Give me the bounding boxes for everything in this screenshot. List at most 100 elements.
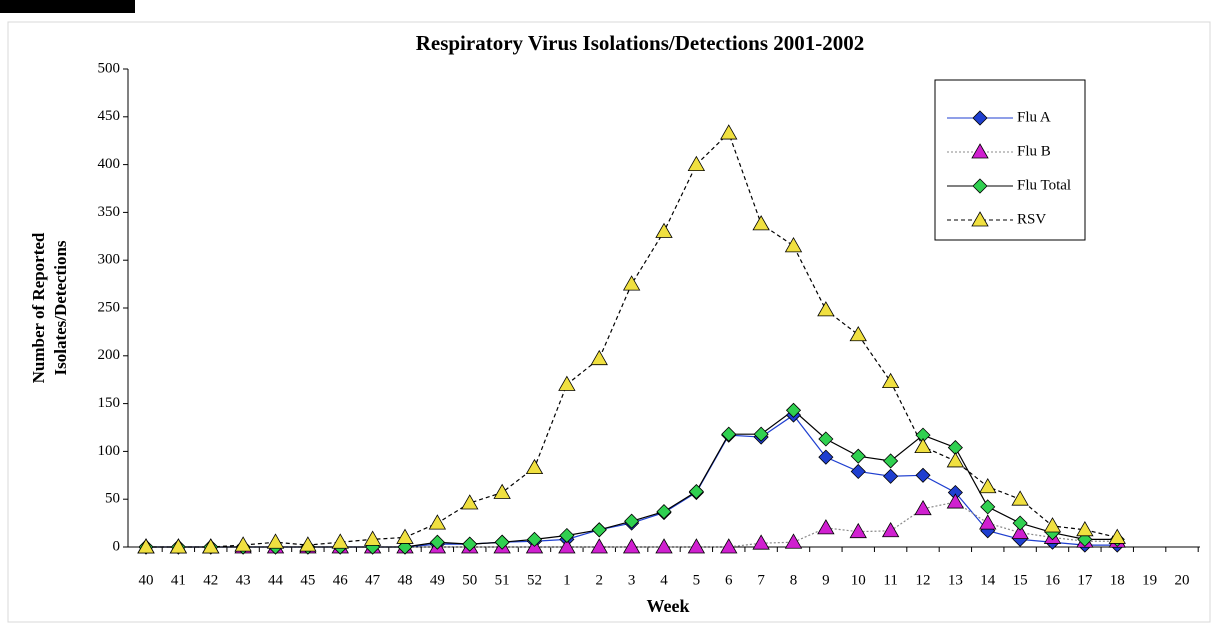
marker <box>817 301 835 317</box>
y-tick-label: 400 <box>98 156 121 172</box>
marker <box>1012 515 1028 531</box>
marker <box>914 437 932 454</box>
marker <box>525 458 544 475</box>
y-tick-label: 300 <box>98 252 121 268</box>
marker <box>915 467 931 483</box>
x-tick-label: 20 <box>1175 572 1190 588</box>
marker <box>624 513 640 529</box>
marker <box>883 453 899 469</box>
marker <box>1011 523 1029 540</box>
marker <box>914 499 932 516</box>
marker <box>234 536 252 552</box>
marker <box>972 178 988 194</box>
x-tick-label: 6 <box>725 572 733 588</box>
x-tick-label: 50 <box>462 572 477 588</box>
marker <box>656 504 672 520</box>
marker <box>849 522 867 539</box>
marker <box>980 499 996 515</box>
x-tick-label: 16 <box>1045 572 1061 588</box>
y-tick-label: 150 <box>98 395 121 411</box>
x-tick-label: 41 <box>171 572 186 588</box>
x-tick-label: 8 <box>790 572 798 588</box>
x-tick-label: 18 <box>1110 572 1125 588</box>
marker <box>881 521 900 538</box>
x-tick-label: 9 <box>822 572 830 588</box>
marker <box>979 514 997 530</box>
marker <box>655 222 673 238</box>
x-tick-label: 2 <box>596 572 604 588</box>
marker <box>202 538 220 554</box>
marker <box>558 538 576 554</box>
marker <box>461 494 479 510</box>
marker <box>850 463 866 480</box>
marker <box>331 533 349 549</box>
marker <box>972 110 988 126</box>
marker <box>266 533 285 549</box>
x-tick-label: 1 <box>563 572 571 588</box>
legend-label: RSV <box>1017 211 1046 227</box>
x-tick-label: 52 <box>527 572 542 588</box>
marker <box>687 538 706 554</box>
y-tick-label: 500 <box>98 60 121 76</box>
marker <box>137 538 155 554</box>
x-tick-label: 14 <box>980 572 996 588</box>
x-tick-label: 10 <box>851 572 866 588</box>
x-tick-label: 43 <box>236 572 251 588</box>
marker <box>785 402 802 418</box>
x-tick-label: 12 <box>916 572 931 588</box>
legend-label: Flu Total <box>1017 177 1071 193</box>
marker <box>752 534 770 550</box>
marker <box>1011 490 1029 506</box>
marker <box>559 527 575 544</box>
marker <box>946 493 965 509</box>
y-tick-label: 50 <box>105 491 120 507</box>
marker <box>622 275 641 291</box>
legend-label: Flu B <box>1017 143 1051 159</box>
marker <box>784 237 803 253</box>
x-tick-label: 4 <box>660 572 668 588</box>
x-tick-label: 47 <box>365 572 381 588</box>
y-tick-label: 100 <box>98 443 121 459</box>
marker <box>493 483 511 499</box>
marker <box>591 522 607 538</box>
marker <box>817 519 835 535</box>
marker <box>299 536 317 552</box>
x-tick-label: 42 <box>203 572 218 588</box>
marker <box>590 349 608 366</box>
marker <box>979 477 997 494</box>
marker <box>1043 517 1062 533</box>
marker <box>720 124 738 140</box>
x-tick-label: 19 <box>1142 572 1157 588</box>
marker <box>784 533 803 549</box>
marker <box>688 483 704 500</box>
marker <box>655 538 673 554</box>
x-tick-label: 48 <box>398 572 413 588</box>
y-tick-label: 0 <box>113 538 121 554</box>
marker <box>883 468 899 484</box>
y-axis-label: Number of Reported <box>29 232 48 383</box>
marker <box>721 426 737 442</box>
marker <box>753 426 769 442</box>
y-tick-label: 250 <box>98 299 121 315</box>
legend-box <box>934 79 1086 241</box>
x-tick-label: 45 <box>300 572 315 588</box>
x-tick-label: 11 <box>883 572 897 588</box>
y-tick-label: 350 <box>98 204 121 220</box>
x-tick-label: 40 <box>139 572 154 588</box>
marker <box>1108 528 1126 544</box>
marker <box>622 538 641 554</box>
marker <box>462 536 478 552</box>
chart-title: Respiratory Virus Isolations/Detections … <box>416 31 865 55</box>
marker <box>849 325 867 342</box>
x-tick-label: 3 <box>628 572 636 588</box>
marker <box>818 431 834 447</box>
marker <box>720 538 738 554</box>
y-tick-label: 200 <box>98 347 121 363</box>
marker <box>946 452 965 468</box>
marker <box>1076 520 1094 537</box>
x-tick-label: 5 <box>693 572 701 588</box>
marker <box>971 211 989 227</box>
legend-label: Flu A <box>1017 109 1051 125</box>
x-tick-label: 44 <box>268 572 284 588</box>
